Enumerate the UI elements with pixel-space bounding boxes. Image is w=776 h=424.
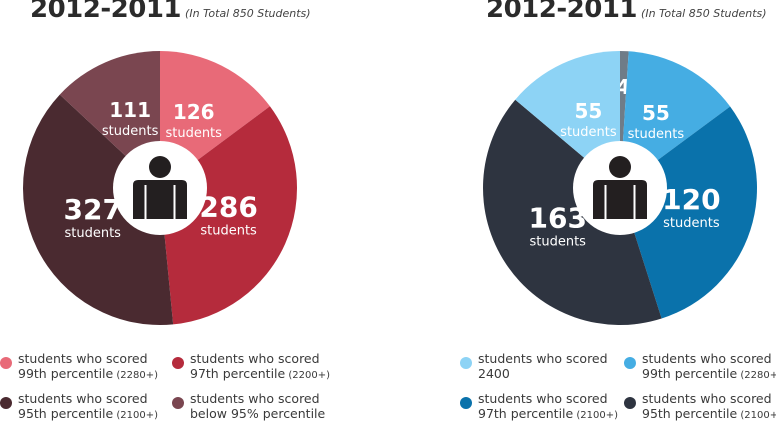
legend-swatch <box>460 397 472 409</box>
legend-label: students who scored 95th percentile (2100… <box>18 391 159 421</box>
slice-value-label: 55 <box>642 101 670 125</box>
legend-swatch <box>0 397 12 409</box>
pie-chart: 126students286students327students111stud… <box>23 51 298 326</box>
chart-panel-right: 2012-2011 (In Total 850 Students) 4 55 stud… <box>388 0 776 424</box>
slice-unit-label: students <box>628 127 685 142</box>
slice-value-label: 111 <box>109 98 151 122</box>
legend-swatch <box>172 397 184 409</box>
pie-slice <box>23 94 174 326</box>
slice-unit-label: students <box>102 124 159 139</box>
chart-title: 2012-2011 (In Total 850 Students) <box>30 0 311 24</box>
slice-unit-label: students <box>64 226 121 241</box>
pie-chart: 455students120students163students55stude… <box>483 50 758 325</box>
legend-label: students who scored 97th percentile (2100… <box>478 391 619 421</box>
chart-legend: students who scored 2400 students who scor… <box>388 351 776 421</box>
legend-label: students who scored 99th percentile (2280… <box>18 351 159 381</box>
slice-unit-label: students <box>560 125 617 140</box>
pie-slice <box>620 106 758 319</box>
chart-subtitle: (In Total 850 Students) <box>641 7 767 20</box>
legend-label: students who scored 97th percentile (2200… <box>190 351 331 381</box>
chart-title-year: 2012-2011 <box>30 0 182 24</box>
chart-legend: students who scored 99th percentile (2280… <box>0 351 388 421</box>
slice-value-label: 55 <box>574 99 602 123</box>
slice-unit-label: students <box>200 223 257 238</box>
chart-title-year: 2012-2011 <box>486 0 638 24</box>
pie-slice <box>483 99 662 325</box>
chart-subtitle: (In Total 850 Students) <box>185 7 311 20</box>
slice-value-label: 286 <box>199 190 257 223</box>
slice-value-label: 120 <box>662 183 720 216</box>
legend-label: students who scored 99th percentile (2280… <box>642 351 776 381</box>
person-icon <box>113 141 207 235</box>
legend-swatch <box>624 357 636 369</box>
person-icon <box>573 141 667 235</box>
legend-label: students who scored 2400 <box>478 351 608 381</box>
slice-unit-label: students <box>663 216 720 231</box>
slice-value-label: 126 <box>173 100 215 124</box>
slice-unit-label: students <box>165 126 222 141</box>
legend-label: students who scored below 95% percentile <box>190 391 326 421</box>
legend-swatch <box>460 357 472 369</box>
chart-panel-left: 2012-2011 (In Total 850 Students) 126 stud… <box>0 0 388 421</box>
slice-unit-label: students <box>529 235 586 250</box>
slice-value-label: 327 <box>63 193 121 226</box>
chart-title: 2012-2011 (In Total 850 Students) <box>486 0 767 24</box>
legend-label: students who scored 95th percentile (2100… <box>642 391 776 421</box>
legend-swatch <box>172 357 184 369</box>
legend-swatch <box>0 357 12 369</box>
legend-swatch <box>624 397 636 409</box>
pie-slice <box>160 106 298 325</box>
